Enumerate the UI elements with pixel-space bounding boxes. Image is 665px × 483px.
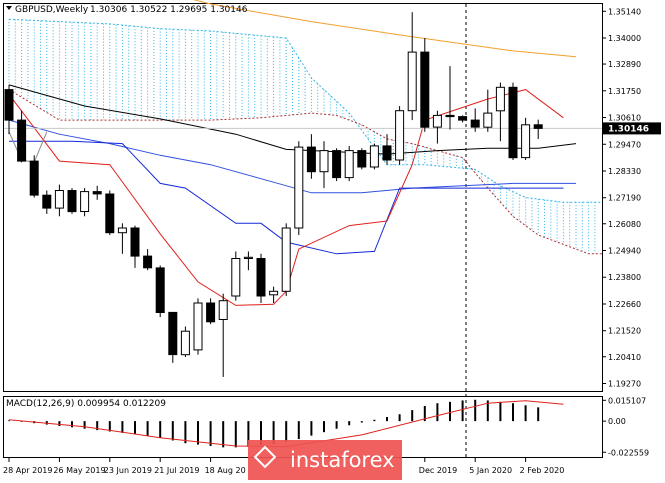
candle-body-bullish [369,145,379,168]
current-price-label: 1.30146 [608,124,649,134]
price-tick-label: 1.20410 [608,353,641,362]
candle-body-bullish [495,86,505,112]
candle-body-bearish [420,51,430,128]
candle-body-bearish [29,160,39,196]
candle-body-bullish [395,110,405,161]
price-tick-label: 1.22660 [608,300,641,309]
macd-pane: 0.015107 0.00 -0.022559 [8,396,649,457]
candle-body-bearish [357,150,367,168]
price-tick-label: 1.34000 [608,34,641,43]
candle-body-bullish [269,290,279,296]
chart-header: GBPUSD,Weekly 1.30306 1.30522 1.29695 1.… [6,5,248,409]
time-tick-label: 21 Jul 2019 [154,466,199,475]
price-tick-label: 1.31750 [608,87,641,96]
moving-average-line [8,119,576,194]
candle-body-bearish [42,194,52,209]
ichimoku-cloud [8,18,602,255]
candle-body-bullish [344,150,354,179]
symbol-label: GBPUSD,Weekly [15,5,89,15]
candle-body-bullish [483,112,493,128]
price-tick-label: 1.35140 [608,7,641,16]
candle-body-bearish [105,193,115,234]
watermark: instaforex [248,440,402,480]
candle-body-bearish [143,255,153,269]
candle-body-bullish [294,146,304,229]
candle-body-bearish [155,267,165,313]
candle-body-bearish [168,311,178,356]
moving-average-line [192,0,577,58]
price-tick-label: 1.27190 [608,194,641,203]
time-tick-label: 26 May 2019 [53,466,105,475]
candle-body-bearish [4,89,14,121]
candle-body-bullish [407,51,417,112]
candle-body-bearish [17,119,27,162]
candle-body-bullish [180,330,190,356]
price-tick-label: 1.32890 [608,60,641,69]
time-tick-label: 23 Jun 2019 [104,466,152,475]
candle-body-bearish [67,190,77,213]
price-tick-label: 1.21520 [608,327,641,336]
time-tick-label: 28 Apr 2019 [3,466,52,475]
instaforex-logo-icon [253,445,277,469]
time-tick-label: 2 Feb 2020 [520,466,565,475]
indicator-lines [4,0,602,306]
price-tick-label: 1.30610 [608,114,641,123]
candle-body-bullish [319,150,329,173]
ohlc-values: 1.30306 1.30522 1.29695 1.30146 [90,5,248,15]
price-tick-label: 1.19270 [608,379,641,388]
candle-body-bullish [521,124,531,159]
candle-body-bullish [231,258,241,297]
candle-body-bearish [92,191,102,195]
candle-body-bearish [130,227,140,257]
macd-axis: 0.015107 0.00 -0.022559 [602,396,649,457]
candle-body-bearish [206,302,216,323]
time-tick-label: 5 Jan 2020 [469,466,512,475]
price-tick-label: 1.23800 [608,273,641,282]
macd-histogram [8,399,564,448]
candle-body-bearish [508,86,518,159]
candle-body-bearish [256,258,266,297]
macd-tick-label: 0.00 [608,417,626,426]
main-pane: 1.35140 1.34000 1.32890 1.31750 1.30610 1.294… [4,0,661,388]
macd-tick-label: -0.022559 [608,448,649,457]
macd-tick-label: 0.015107 [608,396,646,405]
candle-body-bearish [445,114,455,118]
watermark-banner [248,440,402,480]
candle-body-bearish [306,146,316,173]
candle-body-bullish [432,114,442,128]
chikou-span-line [8,131,48,163]
candle-body-bullish [54,190,64,209]
price-tick-label: 1.29470 [608,140,641,149]
tenkan-sen-line [8,89,564,306]
price-tick-label: 1.26080 [608,220,641,229]
candle-body-bullish [281,227,291,292]
price-axis: 1.35140 1.34000 1.32890 1.31750 1.30610 1.294… [602,7,661,388]
macd-label: MACD(12,26,9) 0.009954 0.012209 [6,399,166,409]
candle-body-bearish [470,119,480,128]
candlesticks [4,12,543,377]
candle-body-bullish [218,300,228,321]
senkou-span-a-line [8,18,602,203]
candle-body-bullish [193,302,203,351]
candle-body-bullish [117,227,127,234]
candle-body-bullish [80,191,90,213]
watermark-text: instaforex [290,448,395,472]
current-price-tag [603,122,661,135]
candle-body-bearish [382,145,392,161]
dropdown-triangle-icon[interactable] [6,6,12,10]
candle-body-bullish [243,256,253,259]
kijun-sen-line [9,140,564,255]
time-tick-label: Dec 2019 [419,466,457,475]
candle-body-bearish [533,124,543,129]
candle-body-bearish [332,150,342,179]
candle-body-bearish [458,116,468,121]
price-tick-label: 1.28330 [608,167,641,176]
time-tick-label: 18 Aug 20 [205,466,246,475]
price-tick-label: 1.24940 [608,247,641,256]
